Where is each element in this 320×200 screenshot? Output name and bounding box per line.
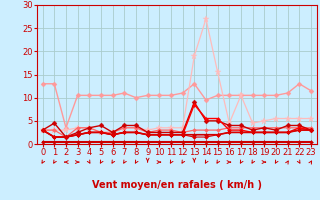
Text: Vent moyen/en rafales ( km/h ): Vent moyen/en rafales ( km/h ) [92,180,262,190]
